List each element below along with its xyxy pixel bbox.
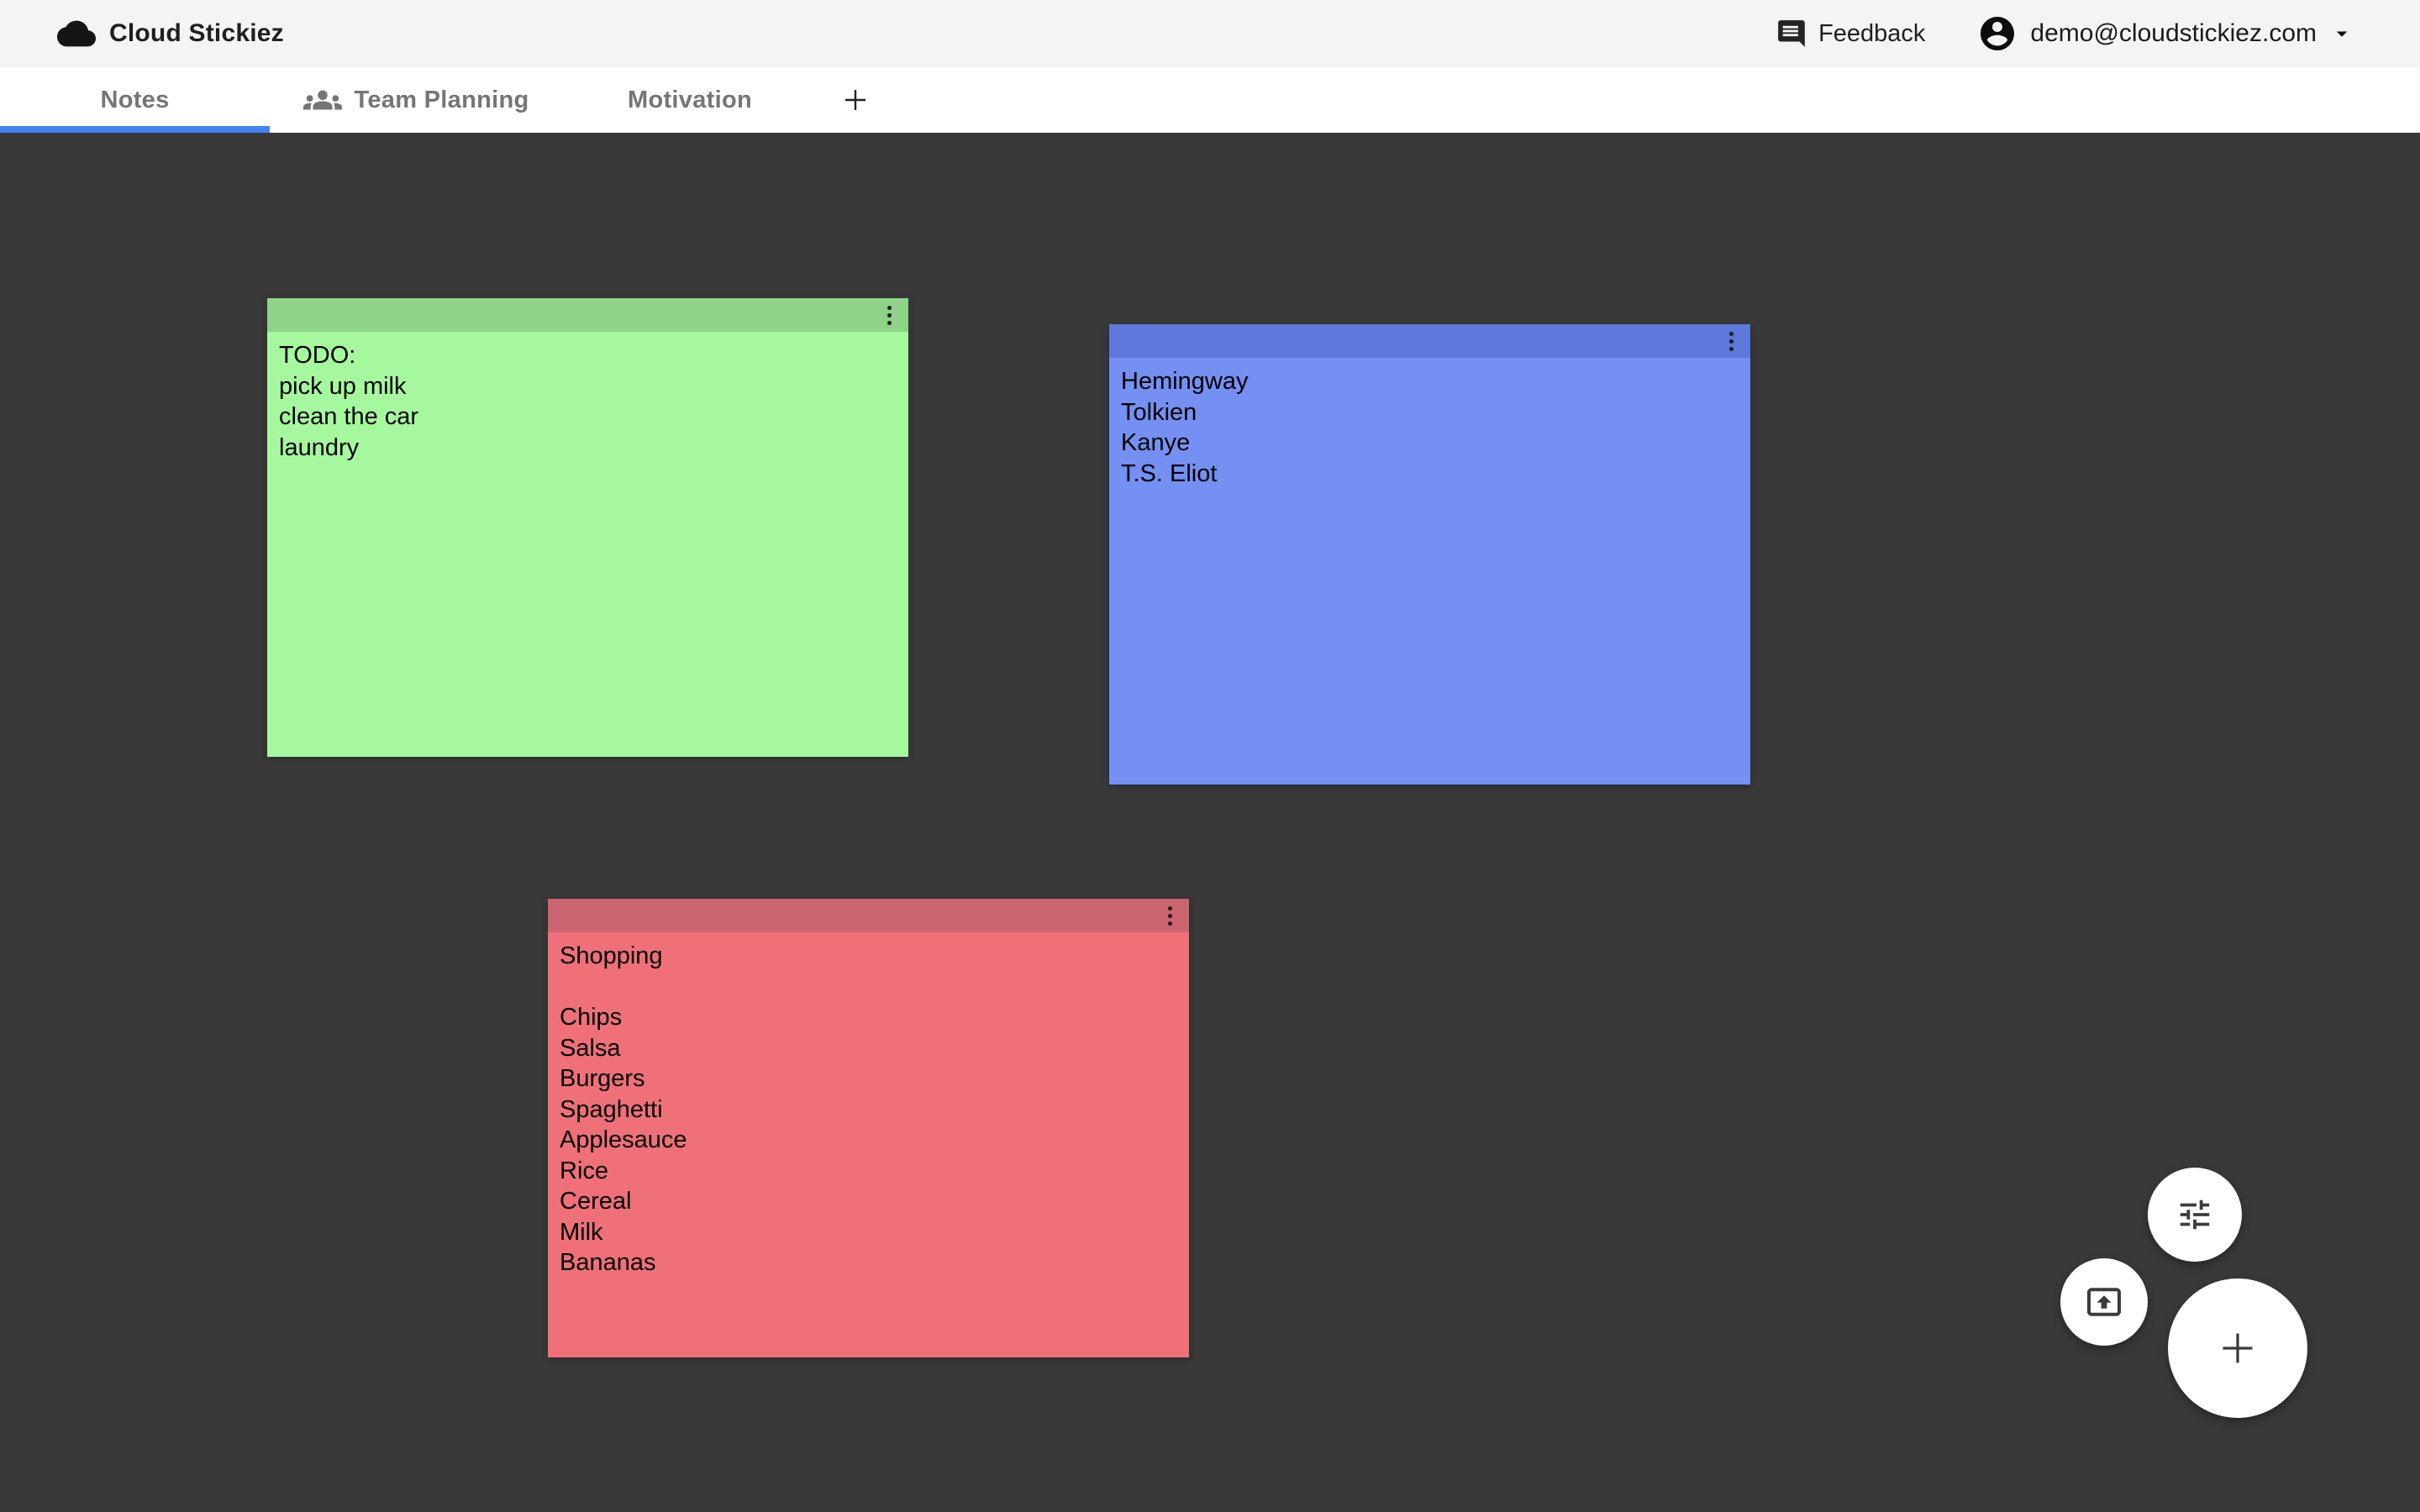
cloud-icon — [57, 14, 96, 53]
add-note-fab[interactable] — [2168, 1278, 2307, 1418]
tab-team-planning-label: Team Planning — [354, 86, 529, 113]
note-text[interactable]: TODO: pick up milk clean the car laundry — [267, 332, 908, 757]
app-title: Cloud Stickiez — [109, 19, 284, 47]
tab-notes-label: Notes — [100, 86, 170, 113]
more-vert-icon[interactable] — [1725, 324, 1737, 358]
sticky-note-green[interactable]: TODO: pick up milk clean the car laundry — [267, 298, 908, 757]
tab-motivation[interactable]: Motivation — [563, 67, 817, 133]
feedback-button[interactable]: Feedback — [1776, 18, 1925, 50]
upload-fab[interactable] — [2060, 1258, 2148, 1346]
note-drag-handle[interactable] — [267, 298, 908, 332]
active-tab-underline — [0, 126, 270, 133]
plus-icon — [840, 85, 871, 115]
plus-icon — [2214, 1325, 2261, 1372]
feedback-bubble-icon — [1776, 18, 1807, 50]
settings-fab[interactable] — [2148, 1168, 2242, 1262]
more-vert-icon[interactable] — [1164, 899, 1176, 932]
tab-notes[interactable]: Notes — [0, 67, 270, 133]
groups-icon — [303, 81, 343, 119]
present-to-all-icon — [2084, 1282, 2124, 1322]
note-text[interactable]: Shopping Chips Salsa Burgers Spaghetti A… — [548, 932, 1189, 1357]
note-drag-handle[interactable] — [548, 899, 1189, 932]
add-tab-button[interactable] — [817, 67, 894, 133]
tab-motivation-label: Motivation — [628, 86, 752, 113]
account-circle-icon — [1977, 13, 2018, 54]
arrow-drop-down-icon — [2329, 21, 2354, 46]
feedback-label: Feedback — [1818, 19, 1926, 47]
sticky-note-red[interactable]: Shopping Chips Salsa Burgers Spaghetti A… — [548, 899, 1189, 1357]
note-drag-handle[interactable] — [1109, 324, 1750, 358]
app-bar: Cloud Stickiez Feedback demo@cloudsticki… — [0, 0, 2420, 67]
notes-board: TODO: pick up milk clean the car laundry… — [0, 133, 2420, 1512]
sticky-note-blue[interactable]: Hemingway Tolkien Kanye T.S. Eliot — [1109, 324, 1750, 785]
more-vert-icon[interactable] — [883, 298, 895, 332]
brand: Cloud Stickiez — [57, 14, 284, 53]
tab-bar: Notes Team Planning Motivation — [0, 67, 2420, 133]
tab-team-planning[interactable]: Team Planning — [270, 67, 563, 133]
tune-icon — [2175, 1195, 2214, 1234]
account-email: demo@cloudstickiez.com — [2030, 19, 2317, 47]
note-text[interactable]: Hemingway Tolkien Kanye T.S. Eliot — [1109, 358, 1750, 785]
account-menu[interactable]: demo@cloudstickiez.com — [1977, 13, 2354, 54]
